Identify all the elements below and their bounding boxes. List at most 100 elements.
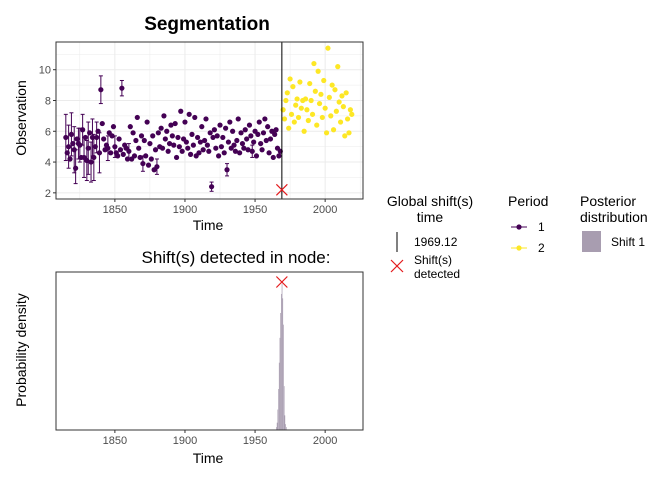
point-period-1 bbox=[165, 148, 171, 154]
point-period-1 bbox=[199, 124, 205, 130]
bottom-panel-border bbox=[55, 271, 364, 431]
point-period-1 bbox=[227, 119, 233, 125]
top-y-tick-label: 4 bbox=[45, 157, 51, 169]
top-x-tick-label: 1900 bbox=[173, 204, 197, 216]
legend-period: Period 1 2 bbox=[508, 193, 548, 255]
point-period-1 bbox=[98, 87, 104, 93]
top-x-tick-label: 1950 bbox=[243, 204, 267, 216]
point-period-1 bbox=[190, 142, 196, 148]
point-period-1 bbox=[238, 130, 244, 136]
point-period-1 bbox=[137, 154, 143, 161]
point-period-1 bbox=[159, 145, 166, 151]
point-period-1 bbox=[67, 156, 73, 162]
point-period-1 bbox=[99, 120, 105, 127]
point-period-1 bbox=[258, 140, 264, 147]
point-period-2 bbox=[323, 130, 330, 136]
point-period-2 bbox=[321, 77, 327, 84]
point-period-1 bbox=[175, 134, 181, 141]
point-period-1 bbox=[179, 148, 185, 154]
point-period-1 bbox=[147, 140, 153, 147]
point-period-1 bbox=[144, 119, 150, 125]
point-period-1 bbox=[140, 160, 146, 167]
point-period-1 bbox=[73, 165, 79, 171]
point-period-1 bbox=[213, 145, 219, 151]
histogram-bar bbox=[280, 293, 282, 430]
histogram-bar bbox=[277, 409, 279, 430]
point-period-1 bbox=[150, 133, 156, 139]
point-period-2 bbox=[337, 119, 344, 125]
point-period-1 bbox=[143, 153, 149, 159]
point-period-1 bbox=[265, 124, 271, 130]
point-period-2 bbox=[281, 116, 288, 122]
point-period-2 bbox=[280, 107, 286, 113]
point-period-1 bbox=[176, 144, 182, 150]
point-period-1 bbox=[242, 127, 248, 133]
point-period-1 bbox=[248, 133, 254, 139]
bottom-chart-title: Shift(s) detected in node: bbox=[141, 248, 330, 267]
point-period-1 bbox=[210, 134, 216, 141]
point-period-1 bbox=[158, 125, 164, 131]
point-period-1 bbox=[173, 154, 180, 161]
legend-period-1-label: 1 bbox=[538, 220, 545, 234]
top-panel-background bbox=[56, 42, 363, 199]
point-period-1 bbox=[162, 136, 168, 142]
point-period-1 bbox=[196, 150, 202, 156]
point-period-1 bbox=[85, 145, 91, 151]
legend-shift-title-line1: Global shift(s) bbox=[387, 193, 473, 209]
point-period-1 bbox=[84, 157, 90, 164]
point-period-1 bbox=[82, 134, 89, 141]
top-y-tick-label: 10 bbox=[39, 65, 51, 77]
point-period-1 bbox=[171, 142, 177, 148]
top-chart-title: Segmentation bbox=[144, 14, 270, 35]
top-data-points bbox=[63, 45, 355, 190]
point-period-1 bbox=[66, 144, 72, 150]
top-y-tick-label: 2 bbox=[45, 188, 51, 200]
point-period-1 bbox=[217, 122, 223, 128]
point-period-1 bbox=[187, 151, 194, 157]
bottom-shift-overlay bbox=[275, 276, 288, 288]
point-period-1 bbox=[141, 137, 147, 144]
point-period-1 bbox=[234, 137, 240, 144]
point-period-2 bbox=[333, 108, 339, 114]
top-panel-border bbox=[55, 41, 364, 200]
point-period-1 bbox=[126, 148, 132, 154]
point-period-1 bbox=[186, 111, 192, 117]
point-period-2 bbox=[349, 111, 355, 117]
point-period-1 bbox=[168, 122, 174, 128]
point-period-1 bbox=[263, 137, 269, 144]
point-period-1 bbox=[183, 139, 189, 145]
point-period-1 bbox=[200, 147, 206, 153]
point-period-1 bbox=[127, 124, 133, 130]
top-y-tick-label: 6 bbox=[45, 126, 51, 138]
point-period-1 bbox=[262, 116, 268, 122]
legend-period-2-label: 2 bbox=[538, 241, 545, 255]
point-period-1 bbox=[194, 134, 201, 141]
point-period-1 bbox=[74, 136, 80, 142]
legend-period-1-dot bbox=[516, 224, 522, 230]
point-period-1 bbox=[169, 133, 175, 139]
point-period-2 bbox=[336, 99, 342, 105]
point-period-2 bbox=[283, 97, 289, 104]
point-period-1 bbox=[192, 114, 198, 121]
point-period-1 bbox=[253, 153, 260, 159]
point-period-1 bbox=[130, 130, 136, 136]
point-period-2 bbox=[312, 88, 318, 94]
point-period-1 bbox=[70, 140, 76, 147]
posterior-histogram bbox=[276, 283, 287, 430]
histogram-bar bbox=[284, 415, 286, 430]
bottom-x-tick-label: 1850 bbox=[103, 435, 127, 447]
point-period-1 bbox=[89, 134, 96, 141]
point-period-2 bbox=[343, 90, 349, 96]
legend-shift-value: 1969.12 bbox=[414, 235, 458, 249]
point-period-1 bbox=[138, 133, 145, 139]
point-period-1 bbox=[136, 145, 142, 151]
point-period-1 bbox=[152, 147, 159, 153]
point-period-1 bbox=[148, 156, 154, 162]
point-period-1 bbox=[119, 85, 125, 91]
point-period-1 bbox=[131, 153, 138, 159]
point-period-1 bbox=[235, 116, 241, 122]
histogram-bar bbox=[285, 424, 286, 430]
point-period-2 bbox=[316, 100, 323, 107]
point-period-2 bbox=[304, 107, 310, 113]
